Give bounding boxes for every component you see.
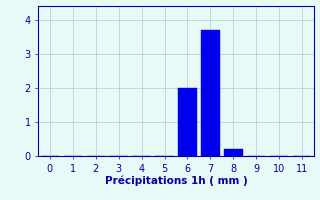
Bar <box>178 88 196 156</box>
X-axis label: Précipitations 1h ( mm ): Précipitations 1h ( mm ) <box>105 175 247 186</box>
Bar <box>201 30 220 156</box>
Bar <box>224 149 243 156</box>
